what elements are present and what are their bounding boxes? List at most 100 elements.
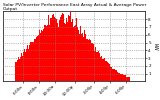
Bar <box>96 52 97 82</box>
Bar <box>51 18 52 82</box>
Bar <box>108 64 110 82</box>
Bar <box>25 52 26 82</box>
Bar <box>104 58 105 82</box>
Bar <box>59 20 60 82</box>
Bar <box>91 43 92 82</box>
Bar <box>34 39 35 82</box>
Bar <box>63 14 64 81</box>
Bar <box>52 15 53 81</box>
Bar <box>18 57 19 82</box>
Bar <box>38 35 39 82</box>
Bar <box>74 26 75 82</box>
Bar <box>84 30 85 81</box>
Bar <box>101 56 102 82</box>
Bar <box>128 77 129 82</box>
Bar <box>93 44 94 82</box>
Bar <box>97 52 98 82</box>
Bar <box>86 39 87 82</box>
Bar <box>36 36 37 82</box>
Bar <box>79 34 80 82</box>
Bar <box>89 40 90 82</box>
Bar <box>32 42 33 82</box>
Bar <box>26 49 27 82</box>
Bar <box>72 19 73 82</box>
Bar <box>54 17 55 82</box>
Bar <box>70 12 71 81</box>
Bar <box>119 73 120 81</box>
Bar <box>90 40 91 82</box>
Bar <box>62 13 63 81</box>
Bar <box>65 24 66 82</box>
Bar <box>116 70 117 82</box>
Y-axis label: kW: kW <box>152 42 157 50</box>
Bar <box>112 69 113 82</box>
Bar <box>85 34 86 82</box>
Text: Solar PV/Inverter Performance East Array Actual & Average Power Output: Solar PV/Inverter Performance East Array… <box>3 3 146 11</box>
Bar <box>77 27 78 82</box>
Bar <box>47 25 48 82</box>
Bar <box>57 24 58 82</box>
Bar <box>19 59 20 82</box>
Bar <box>81 34 82 82</box>
Bar <box>24 49 25 82</box>
Bar <box>55 18 56 82</box>
Bar <box>105 61 106 82</box>
Bar <box>39 30 40 82</box>
Bar <box>73 27 74 82</box>
Bar <box>107 62 108 82</box>
Bar <box>129 77 130 82</box>
Bar <box>41 30 42 82</box>
Bar <box>94 51 95 82</box>
Bar <box>48 25 49 82</box>
Bar <box>45 24 46 82</box>
Bar <box>126 77 127 81</box>
Bar <box>69 16 70 81</box>
Bar <box>98 51 99 82</box>
Bar <box>82 33 83 82</box>
Bar <box>125 75 126 82</box>
Bar <box>30 42 31 82</box>
Bar <box>35 39 36 82</box>
Bar <box>100 57 101 82</box>
Bar <box>92 43 93 82</box>
Bar <box>17 60 18 82</box>
Bar <box>114 69 115 82</box>
Bar <box>95 47 96 82</box>
Bar <box>76 18 77 81</box>
Bar <box>117 72 118 82</box>
Bar <box>71 22 72 82</box>
Bar <box>23 52 24 82</box>
Bar <box>15 62 16 82</box>
Bar <box>122 74 123 82</box>
Bar <box>99 53 100 82</box>
Bar <box>118 73 119 82</box>
Bar <box>31 42 32 82</box>
Bar <box>88 40 89 82</box>
Bar <box>27 45 28 82</box>
Bar <box>46 26 47 82</box>
Bar <box>121 74 122 82</box>
Bar <box>68 15 69 81</box>
Bar <box>44 25 45 82</box>
Bar <box>106 61 107 82</box>
Bar <box>75 26 76 82</box>
Bar <box>87 39 88 82</box>
Bar <box>66 18 67 82</box>
Bar <box>102 59 103 82</box>
Bar <box>37 36 38 82</box>
Bar <box>120 74 121 82</box>
Bar <box>127 76 128 82</box>
Bar <box>22 56 23 82</box>
Bar <box>58 27 59 82</box>
Bar <box>40 33 41 82</box>
Bar <box>53 14 54 81</box>
Bar <box>80 26 81 82</box>
Bar <box>16 62 17 82</box>
Bar <box>43 29 44 81</box>
Bar <box>20 57 21 82</box>
Bar <box>60 17 61 81</box>
Bar <box>110 67 111 82</box>
Bar <box>49 18 51 82</box>
Bar <box>83 37 84 82</box>
Bar <box>103 59 104 82</box>
